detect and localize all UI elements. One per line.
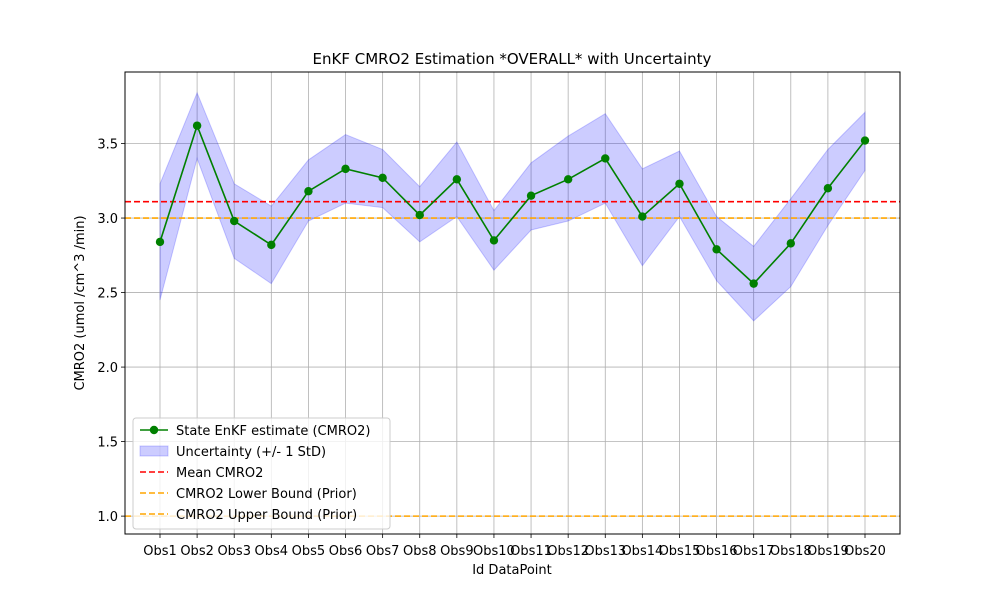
- estimate-point: [267, 240, 276, 250]
- legend-label: Mean CMRO2: [176, 466, 263, 481]
- x-tick-label: Obs7: [366, 544, 400, 559]
- x-tick-label: Obs19: [807, 544, 849, 559]
- estimate-point: [415, 210, 424, 220]
- uncertainty-band-layer: [159, 91, 866, 322]
- x-ticks: Obs1 Obs2 Obs3 Obs4 Obs5 Obs6 Obs7 Obs8 Obs9 Obs1…: [143, 534, 886, 559]
- y-tick-label: 1.5: [97, 436, 118, 451]
- estimate-point: [563, 175, 573, 184]
- x-tick-label: Obs5: [292, 544, 326, 559]
- legend-label: Uncertainty (+/- 1 StD): [176, 445, 326, 460]
- estimate-point: [675, 179, 684, 188]
- estimate-line: [159, 123, 866, 285]
- estimate-point: [860, 136, 870, 145]
- estimate-point: [489, 236, 499, 245]
- y-tick-label: 1.0: [97, 510, 118, 525]
- x-tick-label: Obs12: [547, 544, 589, 559]
- estimate-point: [452, 175, 462, 184]
- x-tick-label: Obs3: [217, 544, 251, 559]
- uncertainty-band: [159, 91, 866, 322]
- x-tick-label: Obs8: [403, 544, 437, 559]
- x-tick-label: Obs4: [255, 544, 289, 559]
- estimate-point: [786, 239, 795, 248]
- y-tick-label: 3.0: [97, 212, 118, 227]
- y-ticks: 1.0 1.5 2.0 2.5 3.0 3.5: [97, 138, 125, 525]
- x-tick-label: Obs18: [770, 544, 812, 559]
- x-axis-label: Id DataPoint: [472, 563, 552, 578]
- estimate-point: [638, 212, 647, 221]
- y-axis-label: CMRO2 (umol /cm^3 /min): [73, 215, 88, 390]
- estimate-point: [749, 279, 758, 288]
- legend-label: CMRO2 Lower Bound (Prior): [176, 487, 357, 502]
- x-tick-label: Obs15: [659, 544, 701, 559]
- x-tick-label: Obs2: [180, 544, 214, 559]
- estimate-point: [155, 237, 165, 247]
- estimate-point: [230, 216, 239, 226]
- estimate-point: [601, 154, 610, 163]
- x-tick-label: Obs11: [510, 544, 552, 559]
- estimate-line-layer: [155, 121, 870, 288]
- legend-label: State EnKF estimate (CMRO2): [176, 424, 370, 439]
- estimate-point: [378, 173, 387, 183]
- plot-frame: [124, 71, 901, 535]
- estimate-point: [341, 164, 350, 174]
- legend-swatch-band: [139, 445, 169, 457]
- x-tick-label: Obs9: [440, 544, 474, 559]
- x-tick-label: Obs17: [733, 544, 775, 559]
- x-tick-label: Obs16: [696, 544, 738, 559]
- legend-marker-estimate: [149, 425, 159, 435]
- x-tick-label: Obs6: [329, 544, 363, 559]
- x-tick-label: Obs20: [844, 544, 886, 559]
- chart-title: EnKF CMRO2 Estimation *OVERALL* with Unc…: [313, 50, 712, 68]
- estimate-point: [823, 184, 833, 193]
- estimate-point: [304, 187, 313, 196]
- legend: State EnKF estimate (CMRO2) Uncertainty (…: [132, 417, 391, 530]
- x-tick-label: Obs10: [473, 544, 515, 559]
- x-tick-label: Obs14: [621, 544, 663, 559]
- estimate-point: [712, 245, 721, 254]
- estimate-point: [526, 191, 536, 200]
- legend-box: [132, 417, 391, 530]
- y-tick-label: 3.5: [97, 138, 118, 153]
- y-tick-label: 2.5: [97, 287, 118, 302]
- estimate-point: [192, 121, 202, 130]
- legend-label: CMRO2 Upper Bound (Prior): [176, 508, 357, 523]
- y-tick-label: 2.0: [97, 361, 118, 376]
- x-tick-label: Obs13: [584, 544, 626, 559]
- x-tick-label: Obs1: [143, 544, 177, 559]
